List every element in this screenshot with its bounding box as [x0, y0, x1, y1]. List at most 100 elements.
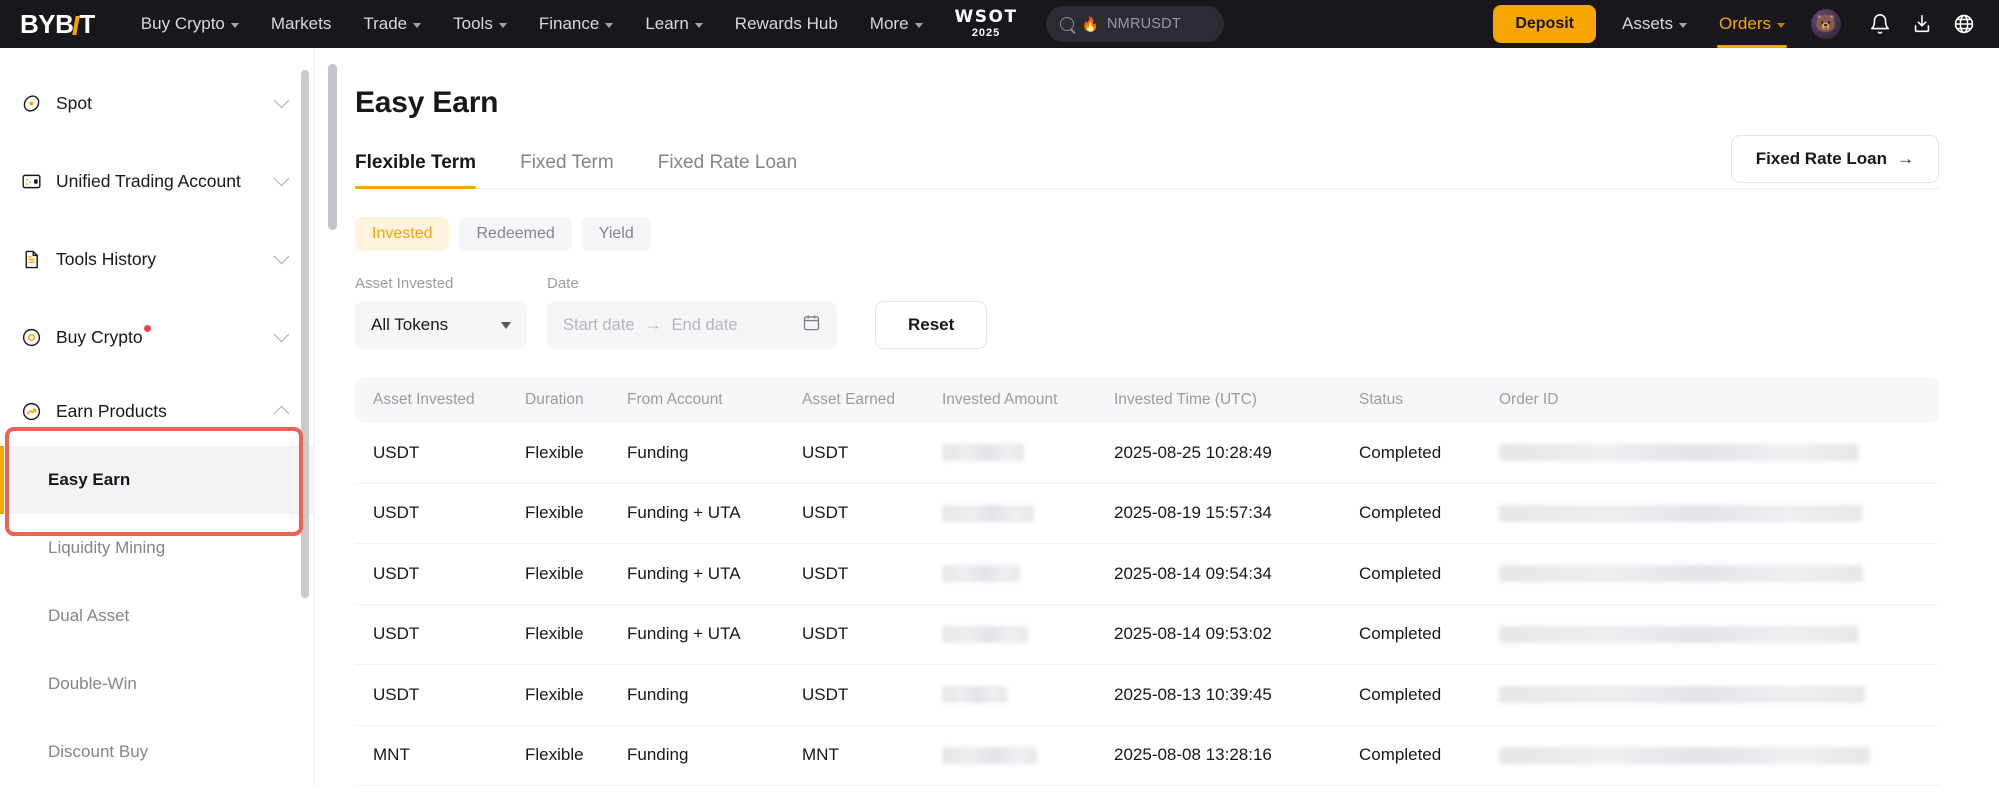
sidebar-group-spot[interactable]: Spot: [0, 64, 315, 142]
nav-item-rewards-hub[interactable]: Rewards Hub: [719, 0, 854, 48]
column-header-asset-earned: Asset Earned: [802, 391, 896, 408]
sidebar-item-liquidity-mining[interactable]: Liquidity Mining: [0, 514, 315, 582]
cell-invested-time: 2025-08-08 13:28:16: [1114, 745, 1272, 765]
cell-asset-earned: USDT: [802, 624, 849, 644]
redacted-value: [942, 625, 1028, 643]
chevron-down-icon: [273, 326, 290, 343]
chevron-down-icon: [914, 22, 923, 28]
chevron-up-icon: [273, 405, 290, 421]
column-header-invested-time: Invested Time (UTC): [1114, 391, 1257, 408]
tab-flexible-term[interactable]: Flexible Term: [355, 152, 477, 189]
arrow-right-icon: →: [1897, 149, 1914, 168]
sidebar-divider: [314, 48, 315, 786]
cell-from-account: Funding + UTA: [627, 503, 741, 523]
cell-duration: Flexible: [525, 503, 584, 523]
chevron-down-icon: [501, 321, 511, 329]
cell-order-id: [1499, 746, 1921, 764]
search-icon: [1059, 17, 1074, 31]
nav-label: Orders: [1719, 14, 1771, 33]
bell-icon[interactable]: [1863, 7, 1897, 41]
main-scrollbar[interactable]: [328, 64, 337, 230]
sidebar-group-label: Earn Products: [56, 400, 167, 421]
page-title: Easy Earn: [355, 86, 499, 119]
start-date-input[interactable]: Start date: [563, 315, 635, 334]
sidebar-item-label: Discount Buy: [48, 742, 149, 761]
date-label: Date: [547, 275, 579, 292]
redacted-value: [942, 686, 1007, 704]
asset-invested-filter: Asset Invested All Tokens: [355, 275, 527, 349]
pill-redeemed[interactable]: Redeemed: [459, 217, 572, 251]
table-row[interactable]: USDT Flexible Funding USDT 2025-08-13 10…: [355, 665, 1939, 726]
cell-from-account: Funding: [627, 442, 689, 462]
nav-item-buy-crypto[interactable]: Buy Crypto: [125, 0, 255, 48]
pill-yield[interactable]: Yield: [581, 217, 651, 251]
nav-label: Tools: [453, 14, 493, 33]
sidebar-item-easy-earn[interactable]: Easy Earn: [0, 446, 315, 514]
search-input[interactable]: 🔥 NMRUSDT: [1045, 6, 1224, 42]
sidebar-item-double-win[interactable]: Double-Win: [0, 650, 315, 718]
sidebar-group-earn-products[interactable]: Earn Products: [0, 376, 315, 446]
tabs-row: Flexible Term Fixed Term Fixed Rate Loan…: [355, 135, 1939, 189]
cell-asset-invested: USDT: [373, 442, 420, 462]
deposit-button[interactable]: Deposit: [1493, 5, 1596, 43]
table-row[interactable]: USDT Flexible Funding + UTA USDT 2025-08…: [355, 605, 1939, 665]
status-filter-pills: Invested Redeemed Yield: [355, 217, 1939, 251]
sidebar-group-unified-trading-account[interactable]: Unified Trading Account: [0, 142, 315, 220]
chevron-down-icon: [694, 22, 703, 28]
sidebar-item-discount-buy[interactable]: Discount Buy: [0, 718, 315, 786]
cell-invested-time: 2025-08-14 09:54:34: [1114, 563, 1272, 583]
cell-order-id: [1499, 565, 1921, 583]
sidebar-group-buy-crypto[interactable]: Buy Crypto: [0, 298, 315, 376]
nav-item-finance[interactable]: Finance: [523, 0, 629, 48]
cell-asset-invested: USDT: [373, 563, 420, 583]
chevron-down-icon: [605, 22, 614, 28]
sidebar-item-label: Double-Win: [48, 674, 137, 693]
column-header-duration: Duration: [525, 391, 584, 408]
globe-icon[interactable]: [1947, 7, 1981, 41]
cell-invested-amount: [942, 625, 1114, 643]
asset-invested-value: All Tokens: [371, 315, 449, 334]
asset-invested-select[interactable]: All Tokens: [355, 301, 527, 349]
redacted-value: [942, 746, 1037, 764]
app-body: Spot Unified Trading Account Tools Histo…: [0, 48, 1999, 786]
nav-item-learn[interactable]: Learn: [629, 0, 718, 48]
avatar[interactable]: 🐻: [1811, 9, 1841, 39]
sidebar-item-dual-asset[interactable]: Dual Asset: [0, 582, 315, 650]
table-row[interactable]: MNT Flexible Funding MNT 2025-08-08 13:2…: [355, 726, 1939, 786]
nav-item-tools[interactable]: Tools: [437, 0, 523, 48]
table-row[interactable]: USDT Flexible Funding USDT 2025-08-25 10…: [355, 423, 1939, 484]
nav-item-assets[interactable]: Assets: [1606, 0, 1703, 48]
tab-fixed-rate-loan[interactable]: Fixed Rate Loan: [658, 152, 797, 188]
asset-invested-label: Asset Invested: [355, 275, 454, 292]
cell-invested-amount: [942, 686, 1114, 704]
document-icon: [20, 248, 42, 270]
cell-asset-earned: USDT: [802, 442, 849, 462]
nav-item-orders[interactable]: Orders: [1703, 0, 1801, 48]
date-filter: Date Start date → End date: [547, 275, 837, 349]
download-icon[interactable]: [1905, 7, 1939, 41]
wsot-promo-logo[interactable]: WSOT 2025: [955, 9, 1018, 39]
fixed-rate-loan-button[interactable]: Fixed Rate Loan →: [1730, 135, 1939, 183]
table-row[interactable]: USDT Flexible Funding + UTA USDT 2025-08…: [355, 484, 1939, 544]
pill-invested[interactable]: Invested: [355, 217, 450, 251]
sidebar-group-label: Buy Crypto: [56, 324, 276, 348]
redacted-value: [1499, 444, 1859, 462]
logo-text-left: BYB: [20, 8, 74, 39]
tab-fixed-term[interactable]: Fixed Term: [520, 152, 614, 188]
wsot-year: 2025: [971, 27, 1001, 39]
sidebar-scrollbar[interactable]: [301, 70, 309, 598]
chevron-down-icon: [1679, 22, 1688, 28]
calendar-icon: [802, 313, 821, 337]
table-row[interactable]: USDT Flexible Funding + UTA USDT 2025-08…: [355, 544, 1939, 605]
nav-item-trade[interactable]: Trade: [347, 0, 437, 48]
fixed-rate-loan-label: Fixed Rate Loan: [1755, 149, 1887, 168]
nav-label: Finance: [538, 14, 600, 33]
sidebar-group-tools-history[interactable]: Tools History: [0, 220, 315, 298]
reset-button[interactable]: Reset: [875, 301, 988, 349]
bybit-logo[interactable]: BYB T: [20, 9, 95, 40]
end-date-input[interactable]: End date: [671, 315, 738, 334]
nav-item-markets[interactable]: Markets: [255, 0, 347, 48]
nav-item-more[interactable]: More: [854, 0, 939, 48]
date-range-picker[interactable]: Start date → End date: [547, 301, 837, 349]
chevron-down-icon: [230, 22, 239, 28]
